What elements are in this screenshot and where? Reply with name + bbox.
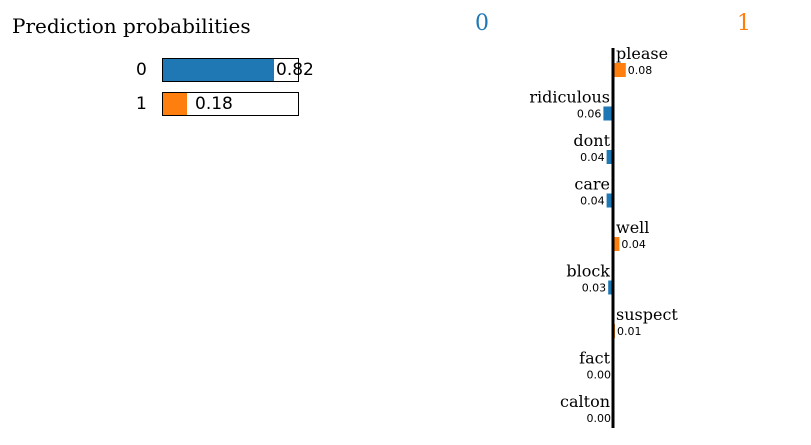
- class-label: 1: [136, 94, 147, 114]
- feature-weight-label: 0.00: [587, 412, 612, 425]
- chart-title: Prediction probabilities: [12, 14, 251, 38]
- probability-bar-frame: [162, 92, 299, 116]
- feature-label: block: [566, 262, 610, 281]
- feature-weight-label: 0.06: [577, 108, 602, 121]
- feature-weight-label: 0.01: [617, 325, 642, 338]
- feature-label: suspect: [616, 305, 678, 324]
- feature-weight-label: 0.04: [580, 195, 605, 208]
- probability-bar: [163, 93, 187, 115]
- feature-bar: [608, 280, 613, 295]
- feature-label: well: [616, 218, 649, 237]
- feature-label: calton: [560, 392, 610, 411]
- probability-value: 0.82: [276, 60, 314, 80]
- feature-weight-label: 0.04: [621, 238, 646, 251]
- feature-weight-label: 0.00: [587, 369, 612, 382]
- feature-label: please: [616, 44, 668, 63]
- feature-bar: [613, 63, 626, 77]
- feature-label: dont: [573, 131, 610, 150]
- feature-label: care: [574, 175, 610, 194]
- feature-weight-label: 0.03: [582, 282, 607, 295]
- feature-weight-label: 0.04: [580, 151, 605, 164]
- feature-bar: [606, 193, 613, 208]
- feature-bar: [606, 150, 613, 164]
- feature-bar: [613, 237, 620, 251]
- feature-weight-label: 0.08: [628, 64, 653, 77]
- feature-bar: [603, 106, 613, 121]
- class-label: 0: [136, 60, 147, 80]
- feature-label: ridiculous: [529, 88, 610, 107]
- probability-value: 0.18: [195, 94, 233, 114]
- class-header-0: 0: [475, 11, 489, 36]
- probability-bar: [163, 59, 274, 81]
- feature-label: fact: [579, 349, 610, 368]
- probability-bar-frame: [162, 58, 299, 82]
- class-header-1: 1: [737, 11, 751, 36]
